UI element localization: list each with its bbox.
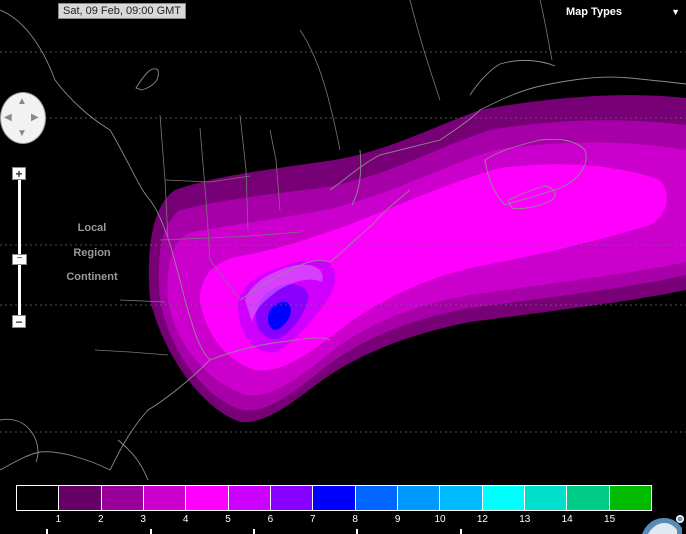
chevron-down-icon: ▼ bbox=[671, 7, 680, 17]
legend-swatch bbox=[101, 486, 144, 510]
legend-labels: 1 2 3 4 5 6 7 8 9 10 12 13 14 15 bbox=[16, 514, 652, 528]
precip-lighter-ring bbox=[245, 264, 323, 322]
zoom-out-button[interactable]: − bbox=[12, 315, 26, 328]
legend-label: 9 bbox=[394, 514, 401, 525]
legend-swatch bbox=[270, 486, 314, 510]
legend-swatch bbox=[143, 486, 187, 510]
pan-disc bbox=[0, 92, 46, 144]
legend-label: 12 bbox=[476, 514, 488, 525]
forecast-timestamp: Sat, 09 Feb, 09:00 GMT bbox=[58, 3, 187, 19]
legend-label: 3 bbox=[140, 514, 146, 525]
legend-label: 8 bbox=[352, 514, 358, 525]
legend-swatch bbox=[524, 486, 568, 510]
legend-label: 6 bbox=[267, 514, 274, 525]
map-types-label: Map Types bbox=[566, 6, 623, 18]
legend-swatch bbox=[228, 486, 271, 510]
legend-swatch bbox=[59, 486, 102, 510]
scale-ticks bbox=[46, 529, 462, 534]
zoom-track[interactable] bbox=[18, 170, 21, 322]
zoom-in-button[interactable]: + bbox=[12, 167, 26, 180]
legend-label: 14 bbox=[561, 514, 573, 525]
legend-swatch bbox=[186, 486, 229, 510]
zoom-slider-thumb[interactable]: − bbox=[12, 254, 27, 265]
legend-swatch bbox=[609, 486, 651, 510]
legend-label: 15 bbox=[604, 514, 616, 525]
legend-label: 1 bbox=[55, 514, 62, 525]
pan-down-icon[interactable]: ▼ bbox=[17, 128, 27, 139]
legend-swatch bbox=[313, 486, 356, 510]
precipitation-legend bbox=[16, 485, 652, 511]
legend-swatch bbox=[397, 486, 441, 510]
precipitation-field bbox=[148, 95, 686, 423]
zoom-level-region[interactable]: Region bbox=[73, 247, 111, 259]
legend-swatch bbox=[440, 486, 483, 510]
borders bbox=[94, 0, 553, 356]
pan-up-icon[interactable]: ▲ bbox=[17, 96, 27, 107]
map-types-dropdown[interactable]: Map Types ▼ bbox=[566, 6, 680, 18]
legend-label: 2 bbox=[98, 514, 104, 525]
legend-swatch bbox=[355, 486, 398, 510]
precip-level-8 bbox=[268, 301, 291, 330]
legend-swatch bbox=[567, 486, 610, 510]
zoom-level-continent[interactable]: Continent bbox=[66, 271, 118, 283]
legend-label: 4 bbox=[182, 514, 189, 525]
legend-swatch bbox=[482, 486, 525, 510]
coastlines bbox=[0, 9, 686, 481]
pan-control[interactable]: ▲ ▼ ◀ ▶ bbox=[0, 92, 46, 144]
lat-lon-grid bbox=[0, 51, 686, 433]
legend-label: 7 bbox=[310, 514, 316, 525]
legend-swatch bbox=[17, 486, 60, 510]
pan-left-icon[interactable]: ◀ bbox=[4, 112, 12, 123]
precip-level-5 bbox=[200, 164, 667, 371]
legend-label: 10 bbox=[434, 514, 446, 525]
pan-right-icon[interactable]: ▶ bbox=[31, 112, 39, 123]
provider-logo bbox=[642, 515, 684, 534]
zoom-level-local[interactable]: Local bbox=[77, 222, 107, 234]
legend-label: 13 bbox=[519, 514, 531, 525]
legend-label: 5 bbox=[225, 514, 231, 525]
